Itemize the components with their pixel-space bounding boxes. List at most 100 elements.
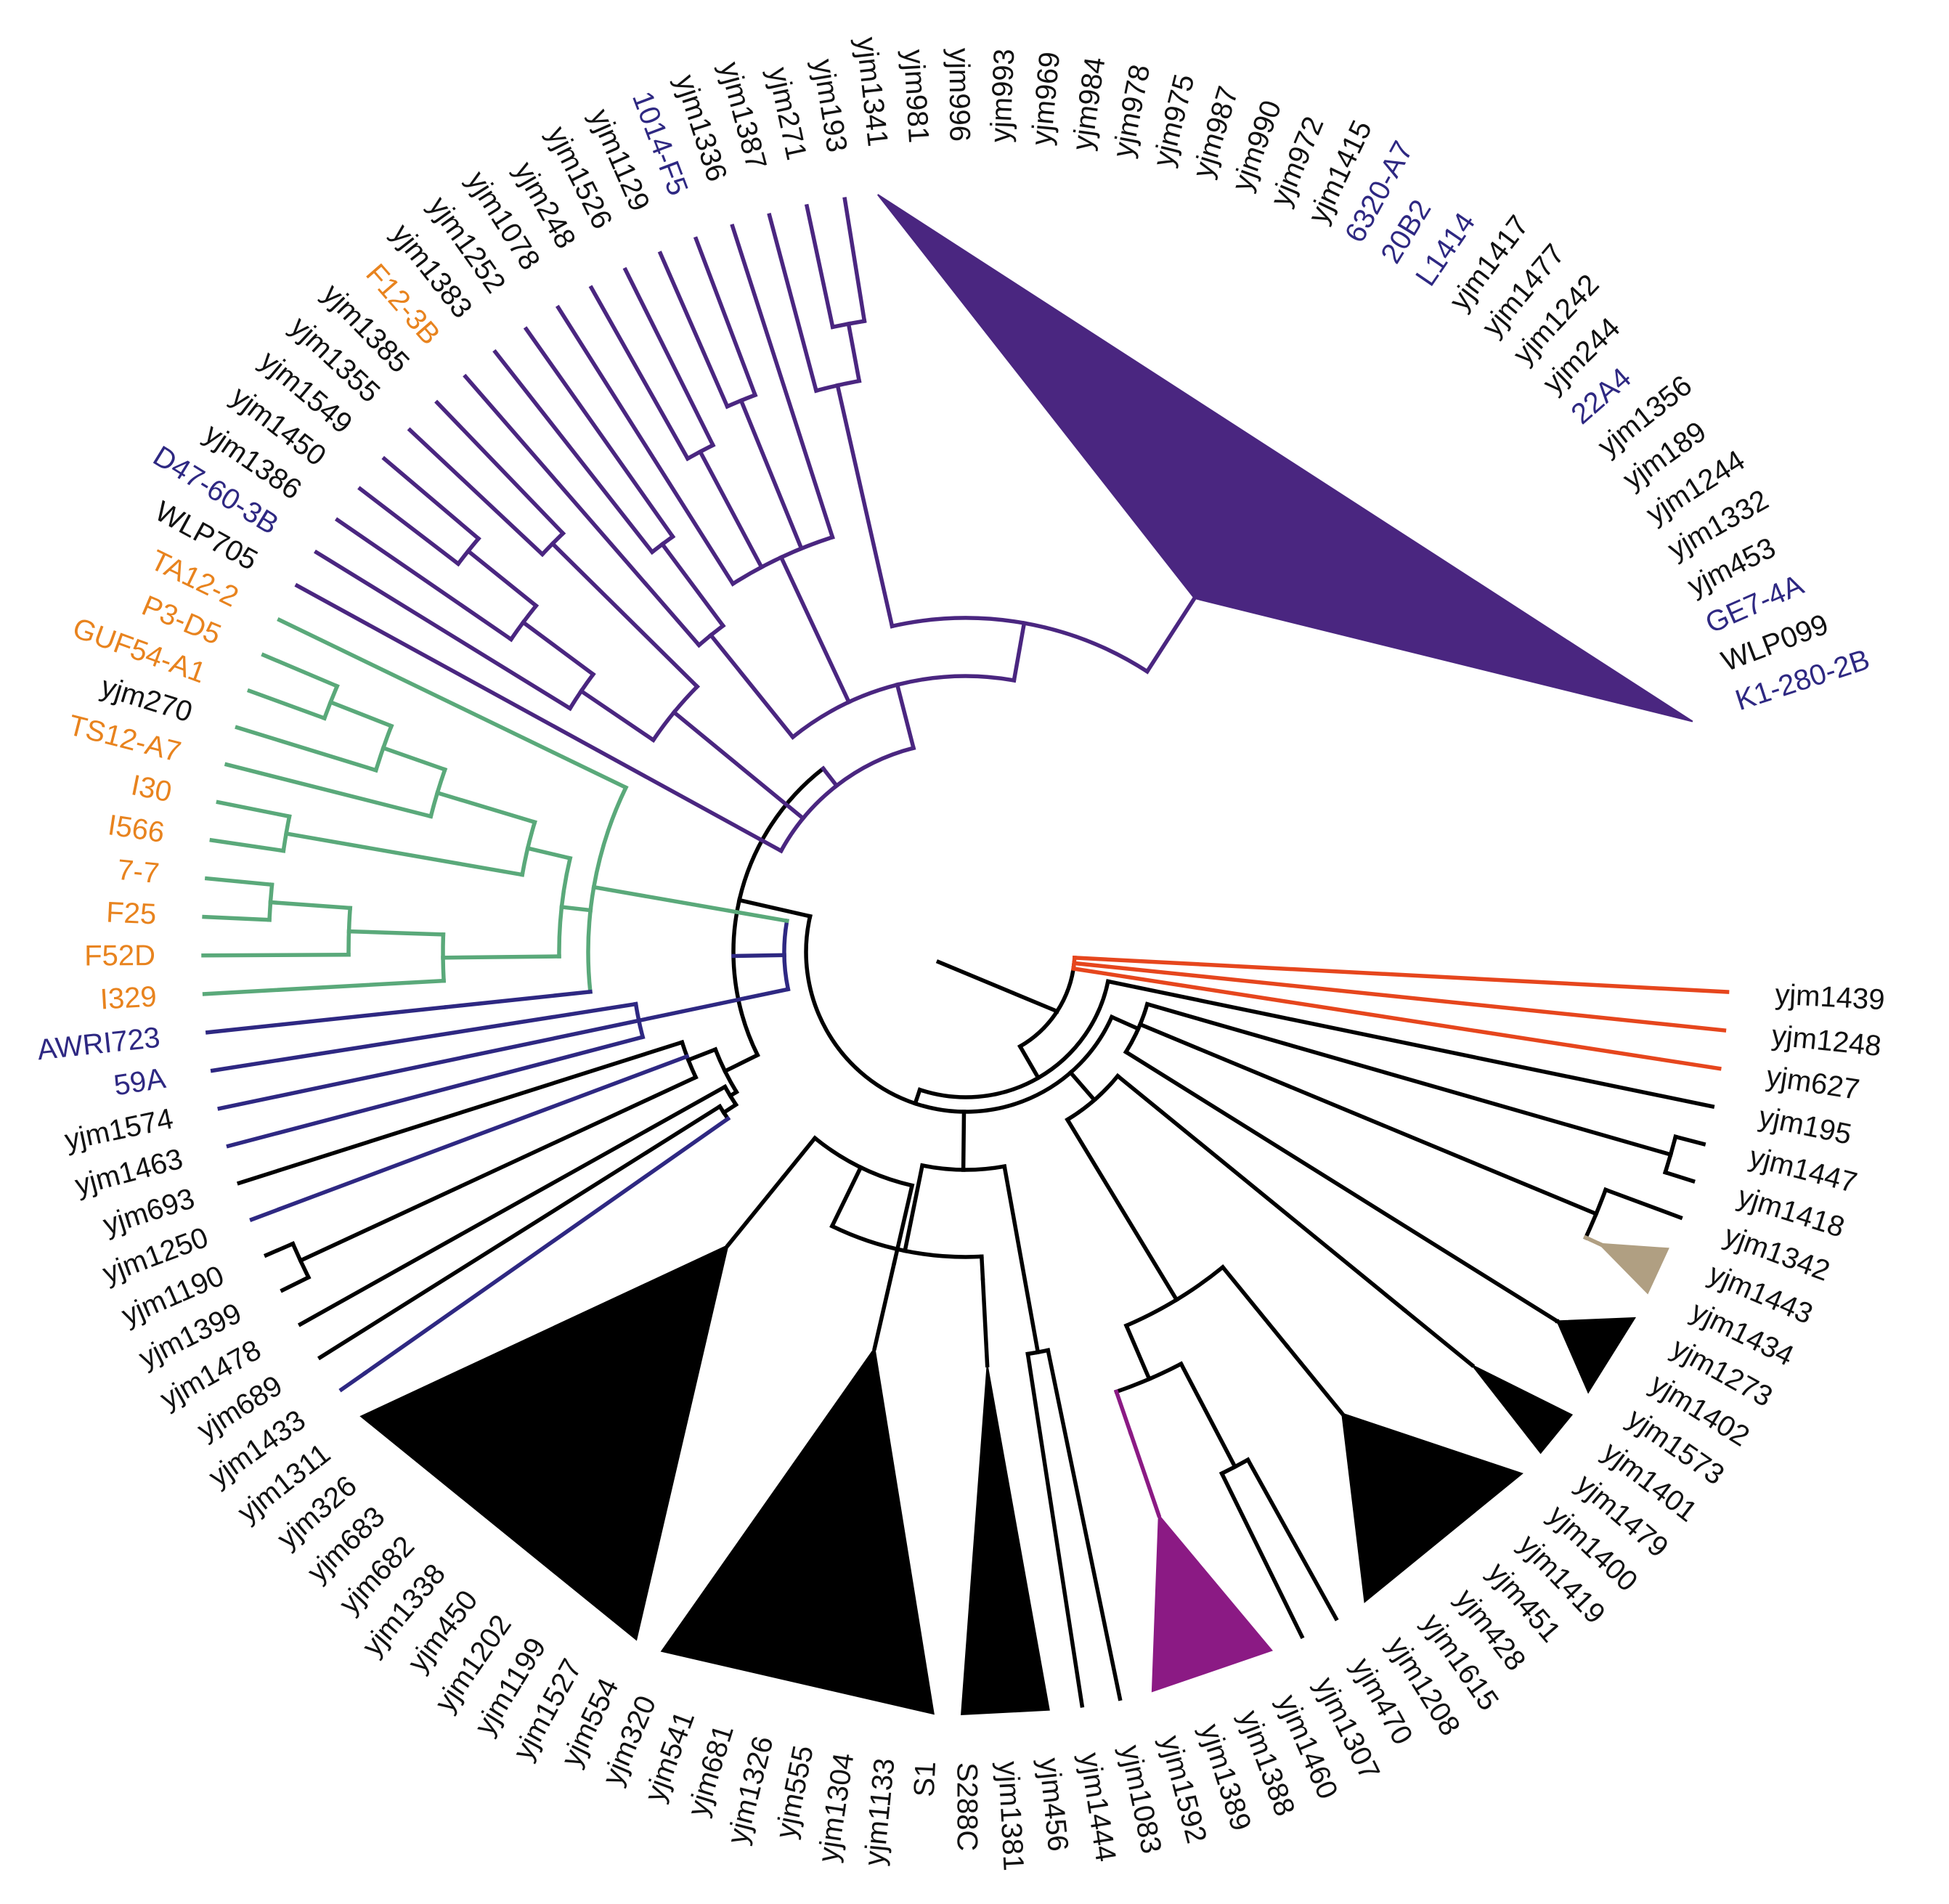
branch-arc [685, 442, 716, 462]
branch-segment [1072, 956, 1730, 994]
branch-arc [1017, 961, 1077, 1049]
branch-segment [1105, 979, 1715, 1110]
branch-segment [1025, 1351, 1085, 1708]
branch-segment [246, 688, 327, 721]
branch-segment [334, 517, 514, 643]
collapsed-clade-wedge [1151, 1513, 1273, 1693]
branch-segment [202, 914, 272, 922]
branch-arc [782, 918, 791, 992]
branch-segment [1673, 1134, 1706, 1147]
leaf-label: I566 [106, 809, 166, 849]
leaf-label: yjm1304 [812, 1751, 860, 1864]
branch-segment [283, 831, 525, 877]
branch-segment [224, 762, 434, 819]
branch-segment [895, 682, 916, 751]
branch-arc [789, 674, 1017, 740]
branch-arc [919, 1163, 1007, 1172]
branch-segment [622, 267, 716, 448]
branch-segment [297, 1083, 728, 1327]
collapsed-clade-wedge [359, 1244, 729, 1641]
branch-segment [872, 1261, 897, 1351]
branch-segment [381, 745, 448, 773]
leaf-label: AWRI723 [36, 1022, 161, 1067]
branch-segment [588, 285, 691, 462]
branch-segment [829, 1164, 863, 1229]
branch-segment [846, 321, 862, 383]
branch-segment [738, 398, 805, 551]
branch-segment [636, 987, 791, 1023]
branch-arc [778, 745, 916, 854]
branch-segment [276, 1054, 690, 1212]
branch-segment [780, 1135, 818, 1181]
branch-segment [263, 1241, 296, 1258]
branch-arc [1583, 1187, 1608, 1240]
branch-segment [659, 541, 726, 629]
branch-segment [434, 399, 566, 537]
leaf-label: F52D [84, 940, 155, 972]
branch-segment [556, 304, 736, 587]
branch-segment [204, 876, 274, 887]
branch-segment [1012, 620, 1027, 683]
collapsed-clade-wedge [1555, 1317, 1637, 1394]
branch-arc [267, 882, 274, 922]
branch-arc [1025, 1348, 1051, 1356]
branch-arc [586, 784, 629, 994]
leaf-label: yjm969 [1025, 50, 1066, 146]
branch-segment [357, 486, 461, 567]
branch-segment [217, 1018, 642, 1111]
branch-segment [249, 1206, 282, 1222]
branch-arc [812, 1135, 915, 1188]
branch-segment [697, 449, 765, 570]
leaf-label: I30 [129, 769, 174, 808]
branch-segment [346, 929, 446, 937]
branch-segment [277, 617, 629, 791]
branch-arc [1123, 1001, 1150, 1055]
branch-segment [1113, 1389, 1134, 1436]
branch-segment [671, 709, 806, 821]
branch-segment [902, 1163, 925, 1253]
collapsed-clade-wedge [877, 194, 1693, 723]
branch-segment [980, 1276, 990, 1368]
branch-segment [463, 373, 702, 648]
branch-segment [294, 582, 784, 854]
branch-arc [890, 616, 1150, 675]
leaf-label: yjm996 [943, 48, 976, 142]
branch-segment [1401, 1307, 1476, 1368]
branch-arc [1218, 1457, 1251, 1476]
collapsed-clade-wedge [1471, 1364, 1574, 1455]
branch-arc [557, 855, 573, 959]
branch-segment [820, 765, 839, 789]
branch-segment [201, 953, 351, 958]
branch-segment [722, 1052, 760, 1074]
tree-branches [201, 197, 1730, 1708]
branch-arc [1123, 1264, 1226, 1329]
branch-segment [804, 203, 835, 330]
leaf-label: yjm1381 [992, 1760, 1030, 1871]
branch-segment [685, 1046, 718, 1063]
branch-segment [892, 1183, 915, 1266]
branch-segment [298, 1074, 699, 1264]
branch-arc [917, 979, 1111, 1099]
leaf-label: yjm1439 [1774, 978, 1885, 1016]
branch-segment [1071, 966, 1722, 1071]
branch-segment [1662, 1170, 1696, 1184]
branch-segment [657, 251, 731, 410]
branch-segment [226, 1034, 646, 1149]
branch-segment [236, 1039, 685, 1186]
leaf-label: yjm981 [898, 49, 935, 144]
leaf-label: S1 [908, 1761, 942, 1798]
branch-segment [730, 223, 835, 540]
branch-segment [731, 953, 786, 959]
branch-segment [314, 549, 573, 712]
leaf-label: I329 [99, 980, 158, 1015]
branch-arc [650, 683, 700, 743]
branch-segment [268, 900, 353, 911]
branch-segment [261, 652, 340, 689]
branch-arc [567, 671, 596, 712]
collapsed-clade-wedge [660, 1346, 935, 1715]
branch-arc [441, 932, 446, 983]
collapsed-clade-wedge [961, 1365, 1050, 1716]
leaf-label: F25 [105, 896, 157, 930]
leaf-label: yjm193 [807, 57, 853, 154]
branch-arc [1113, 1361, 1184, 1394]
